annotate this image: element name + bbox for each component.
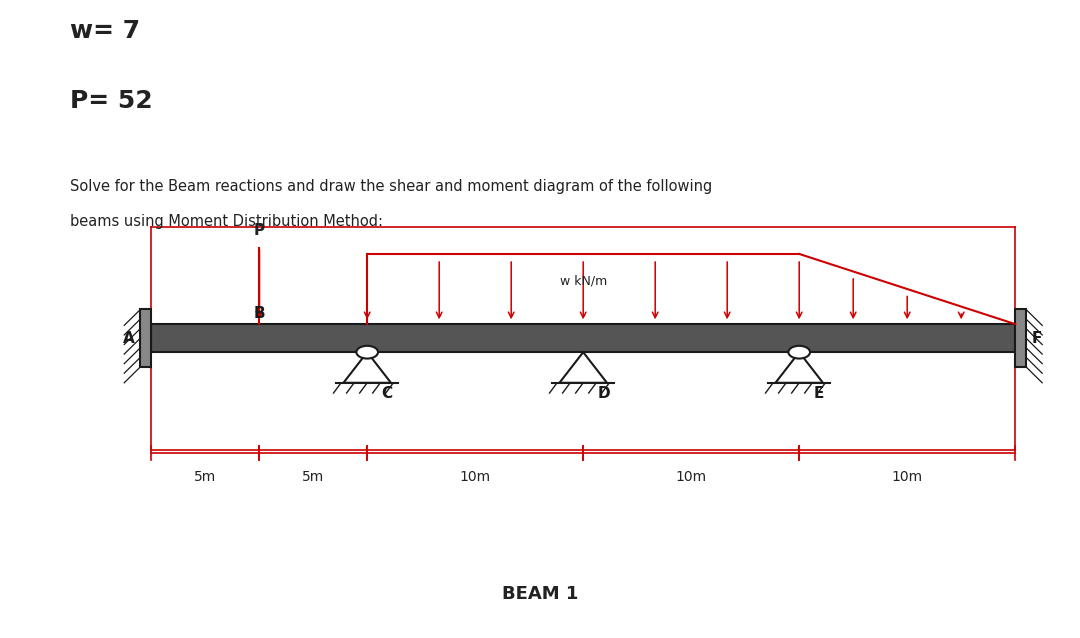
Text: E: E xyxy=(813,386,824,401)
Polygon shape xyxy=(775,352,823,383)
Text: w= 7: w= 7 xyxy=(70,19,140,43)
Text: 10m: 10m xyxy=(676,470,706,484)
Text: BEAM 1: BEAM 1 xyxy=(502,585,578,603)
Polygon shape xyxy=(140,309,151,367)
Text: C: C xyxy=(381,386,392,401)
Text: P= 52: P= 52 xyxy=(70,89,153,114)
Text: 5m: 5m xyxy=(302,470,324,484)
Polygon shape xyxy=(343,352,391,383)
Text: D: D xyxy=(597,386,610,401)
Text: P: P xyxy=(254,223,265,238)
Text: Solve for the Beam reactions and draw the shear and moment diagram of the follow: Solve for the Beam reactions and draw th… xyxy=(70,179,713,194)
Text: 10m: 10m xyxy=(460,470,490,484)
Text: 10m: 10m xyxy=(892,470,922,484)
Text: 5m: 5m xyxy=(194,470,216,484)
Circle shape xyxy=(356,346,378,359)
Text: B: B xyxy=(254,306,265,321)
Text: beams using Moment Distribution Method:: beams using Moment Distribution Method: xyxy=(70,214,383,229)
Circle shape xyxy=(788,346,810,359)
Text: F: F xyxy=(1031,330,1042,346)
Polygon shape xyxy=(559,352,607,383)
Polygon shape xyxy=(1015,309,1026,367)
Text: A: A xyxy=(123,330,135,346)
Text: w kN/m: w kN/m xyxy=(559,274,607,287)
Polygon shape xyxy=(151,324,1015,352)
